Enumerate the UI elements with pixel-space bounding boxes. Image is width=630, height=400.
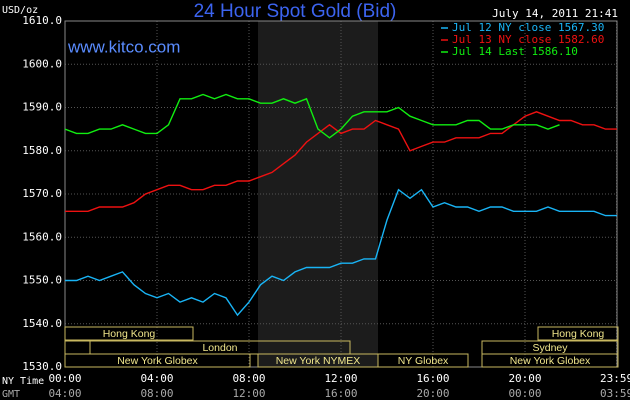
session-box — [64, 353, 251, 368]
session-label: New York Globex — [117, 355, 198, 367]
x-row-label: GMT — [2, 389, 20, 400]
timestamp: July 14, 2011 21:41 — [492, 7, 618, 20]
x2-tick-label: 12:00 — [232, 387, 265, 400]
y-tick-label: 1570.0 — [22, 187, 62, 200]
y-axis-label: USD/oz — [2, 5, 38, 16]
x-tick-label: 20:00 — [508, 372, 541, 385]
chart-title: 24 Hour Spot Gold (Bid) — [194, 1, 397, 22]
x-tick-label: 12:00 — [324, 372, 357, 385]
y-tick-label: 1550.0 — [22, 274, 62, 287]
series-line — [65, 188, 617, 317]
session-box — [64, 326, 194, 341]
session-label: London — [202, 342, 237, 354]
session-label: New York NYMEX — [276, 355, 361, 367]
x-tick-label: 08:00 — [232, 372, 265, 385]
session-label: Hong Kong — [552, 328, 605, 340]
session-label: Sydney — [532, 342, 568, 354]
session-box — [537, 326, 619, 341]
x-tick-label: 04:00 — [140, 372, 173, 385]
series-line — [65, 111, 617, 212]
legend-label: Jul 12 NY close 1567.30 — [452, 21, 604, 34]
x2-tick-label: 08:00 — [140, 387, 173, 400]
y-tick-label: 1540.0 — [22, 317, 62, 330]
x2-tick-label: 16:00 — [324, 387, 357, 400]
y-tick-label: 1610.0 — [22, 14, 62, 27]
session-box — [481, 353, 619, 368]
x-tick-label: 00:00 — [48, 372, 81, 385]
x2-tick-label: 04:00 — [48, 387, 81, 400]
x2-tick-label: 03:59 — [600, 387, 630, 400]
session-box — [377, 353, 469, 368]
x-row-label: NY Time — [2, 376, 44, 387]
y-tick-label: 1590.0 — [22, 101, 62, 114]
y-tick-label: 1580.0 — [22, 144, 62, 157]
legend-label: Jul 14 Last 1586.10 — [452, 45, 578, 58]
session-label: New York Globex — [510, 355, 591, 367]
session-label: Hong Kong — [103, 328, 156, 340]
x-tick-label: 23:59 — [600, 372, 630, 385]
y-tick-label: 1560.0 — [22, 230, 62, 243]
series-line — [64, 93, 560, 139]
y-tick-label: 1600.0 — [22, 57, 62, 70]
y-tick-label: 1530.0 — [22, 360, 62, 373]
session-label: NY Globex — [398, 355, 449, 367]
legend-label: Jul 13 NY close 1582.60 — [452, 33, 604, 46]
x2-tick-label: 20:00 — [416, 387, 449, 400]
x2-tick-label: 00:00 — [508, 387, 541, 400]
x-tick-label: 16:00 — [416, 372, 449, 385]
source: www.kitco.com — [67, 37, 180, 56]
